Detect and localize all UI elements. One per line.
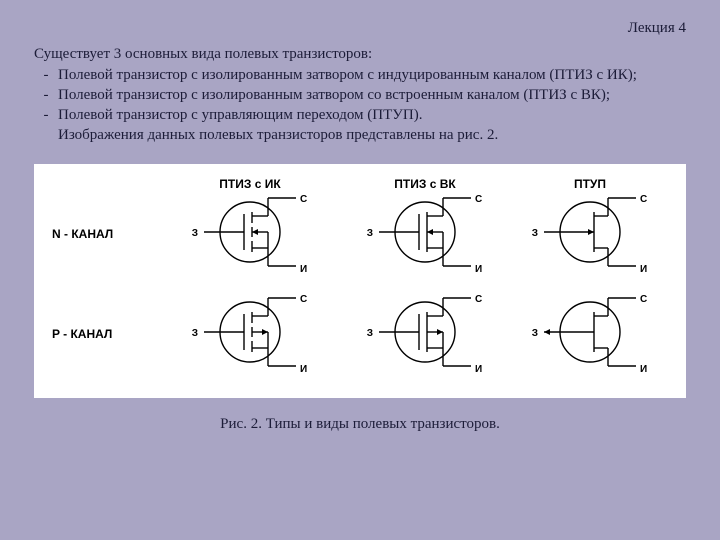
bullet-dot: -: [34, 65, 58, 85]
svg-text:И: И: [300, 364, 307, 375]
intro-text: Существует 3 основных вида полевых транз…: [34, 44, 686, 64]
svg-text:И: И: [640, 364, 647, 375]
list-item: - Полевой транзистор с изолированным зат…: [34, 85, 686, 105]
svg-text:И: И: [475, 364, 482, 375]
lecture-number: Лекция 4: [34, 18, 686, 38]
svg-text:P - КАНАЛ: P - КАНАЛ: [52, 327, 112, 341]
list-item: - Полевой транзистор с изолированным зат…: [34, 65, 686, 85]
outro-text: Изображения данных полевых транзисторов …: [34, 125, 686, 145]
svg-text:З: З: [532, 328, 538, 339]
svg-text:З: З: [367, 228, 373, 239]
svg-text:С: С: [475, 194, 482, 205]
list-item: - Полевой транзистор с управляющим перех…: [34, 105, 686, 125]
svg-text:И: И: [300, 264, 307, 275]
svg-text:С: С: [300, 294, 307, 305]
svg-text:З: З: [532, 228, 538, 239]
svg-text:С: С: [640, 194, 647, 205]
svg-text:С: С: [640, 294, 647, 305]
svg-text:З: З: [367, 328, 373, 339]
svg-text:ПТУП: ПТУП: [574, 177, 606, 191]
svg-text:N - КАНАЛ: N - КАНАЛ: [52, 227, 113, 241]
list-item-text: Полевой транзистор с изолированным затво…: [58, 65, 637, 85]
list-item-text: Полевой транзистор с изолированным затво…: [58, 85, 610, 105]
svg-text:С: С: [300, 194, 307, 205]
svg-text:И: И: [475, 264, 482, 275]
svg-text:З: З: [192, 328, 198, 339]
svg-text:ПТИЗ с ВК: ПТИЗ с ВК: [394, 177, 456, 191]
figure-caption: Рис. 2. Типы и виды полевых транзисторов…: [0, 416, 720, 433]
svg-text:И: И: [640, 264, 647, 275]
figure-panel: ПТИЗ с ИК ПТИЗ с ВК ПТУП N - КАНАЛ P - КАНАЛ…: [34, 164, 686, 398]
bullet-dot: -: [34, 85, 58, 105]
svg-text:З: З: [192, 228, 198, 239]
bullet-dot: -: [34, 105, 58, 125]
transistor-diagram: ПТИЗ с ИК ПТИЗ с ВК ПТУП N - КАНАЛ P - КАНАЛ…: [40, 172, 680, 392]
svg-text:С: С: [475, 294, 482, 305]
list-item-text: Полевой транзистор с управляющим переход…: [58, 105, 422, 125]
svg-text:ПТИЗ с ИК: ПТИЗ с ИК: [219, 177, 281, 191]
